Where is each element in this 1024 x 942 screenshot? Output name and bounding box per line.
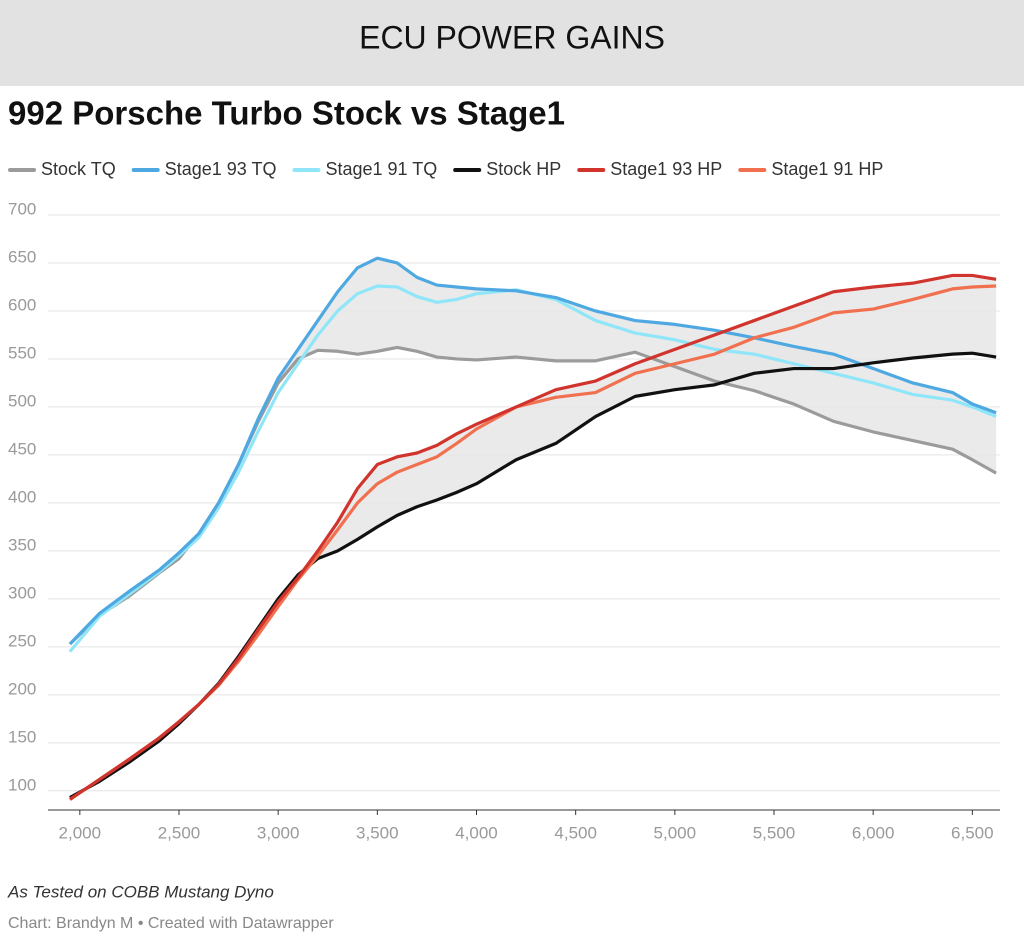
range-fill (69, 275, 997, 800)
x-tick-label: 5,500 (753, 823, 796, 842)
legend-label: Stage1 91 TQ (325, 159, 437, 179)
y-tick-label: 450 (8, 439, 36, 458)
y-tick-label: 100 (8, 775, 36, 794)
legend-label: Stage1 91 HP (771, 159, 883, 179)
y-tick-label: 650 (8, 247, 36, 266)
series-line (69, 273, 997, 801)
x-tick-label: 3,000 (257, 823, 300, 842)
legend-label: Stage1 93 HP (610, 159, 722, 179)
series-line (68, 256, 997, 646)
y-tick-label: 600 (8, 295, 36, 314)
note: As Tested on COBB Mustang Dyno (7, 882, 274, 901)
x-tick-label: 6,500 (951, 823, 994, 842)
x-tick-label: 3,500 (356, 823, 399, 842)
x-tick-label: 2,500 (158, 823, 201, 842)
header: ECU POWER GAINS (359, 19, 665, 55)
x-tick-label: 6,000 (852, 823, 895, 842)
y-tick-label: 350 (8, 535, 36, 554)
legend-label: Stock HP (486, 159, 561, 179)
source: Chart: Brandyn M • Created with Datawrap… (8, 915, 334, 932)
y-tick-label: 200 (8, 679, 36, 698)
y-tick-label: 500 (8, 391, 36, 410)
legend-label: Stock TQ (41, 159, 116, 179)
y-tick-label: 300 (8, 583, 36, 602)
chart-title: 992 Porsche Turbo Stock vs Stage1 (8, 95, 565, 132)
y-tick-label: 150 (8, 727, 36, 746)
y-tick-label: 700 (8, 199, 36, 218)
y-tick-label: 250 (8, 631, 36, 650)
x-tick-label: 2,000 (59, 823, 102, 842)
header-band (0, 0, 1024, 86)
x-tick-label: 5,000 (654, 823, 697, 842)
y-tick-label: 400 (8, 487, 36, 506)
legend-label: Stage1 93 TQ (165, 159, 277, 179)
x-tick-label: 4,500 (554, 823, 597, 842)
x-tick-label: 4,000 (455, 823, 498, 842)
y-tick-label: 550 (8, 343, 36, 362)
